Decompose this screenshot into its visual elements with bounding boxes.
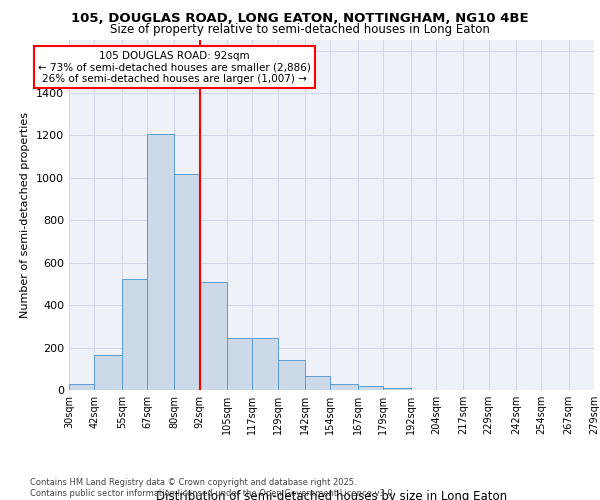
Bar <box>94 355 122 390</box>
Bar <box>175 174 200 390</box>
Bar <box>253 338 278 390</box>
Y-axis label: Number of semi-detached properties: Number of semi-detached properties <box>20 112 31 318</box>
Bar <box>147 134 175 390</box>
Bar <box>227 338 253 390</box>
Bar <box>122 278 147 390</box>
Bar <box>200 282 227 390</box>
Bar <box>305 376 331 390</box>
Bar <box>358 386 383 390</box>
X-axis label: Distribution of semi-detached houses by size in Long Eaton: Distribution of semi-detached houses by … <box>156 490 507 500</box>
Bar <box>331 384 358 390</box>
Text: Size of property relative to semi-detached houses in Long Eaton: Size of property relative to semi-detach… <box>110 22 490 36</box>
Bar <box>69 384 94 390</box>
Bar <box>383 388 410 390</box>
Text: Contains HM Land Registry data © Crown copyright and database right 2025.
Contai: Contains HM Land Registry data © Crown c… <box>30 478 395 498</box>
Text: 105 DOUGLAS ROAD: 92sqm
← 73% of semi-detached houses are smaller (2,886)
26% of: 105 DOUGLAS ROAD: 92sqm ← 73% of semi-de… <box>38 50 311 84</box>
Bar <box>278 360 305 390</box>
Text: 105, DOUGLAS ROAD, LONG EATON, NOTTINGHAM, NG10 4BE: 105, DOUGLAS ROAD, LONG EATON, NOTTINGHA… <box>71 12 529 26</box>
